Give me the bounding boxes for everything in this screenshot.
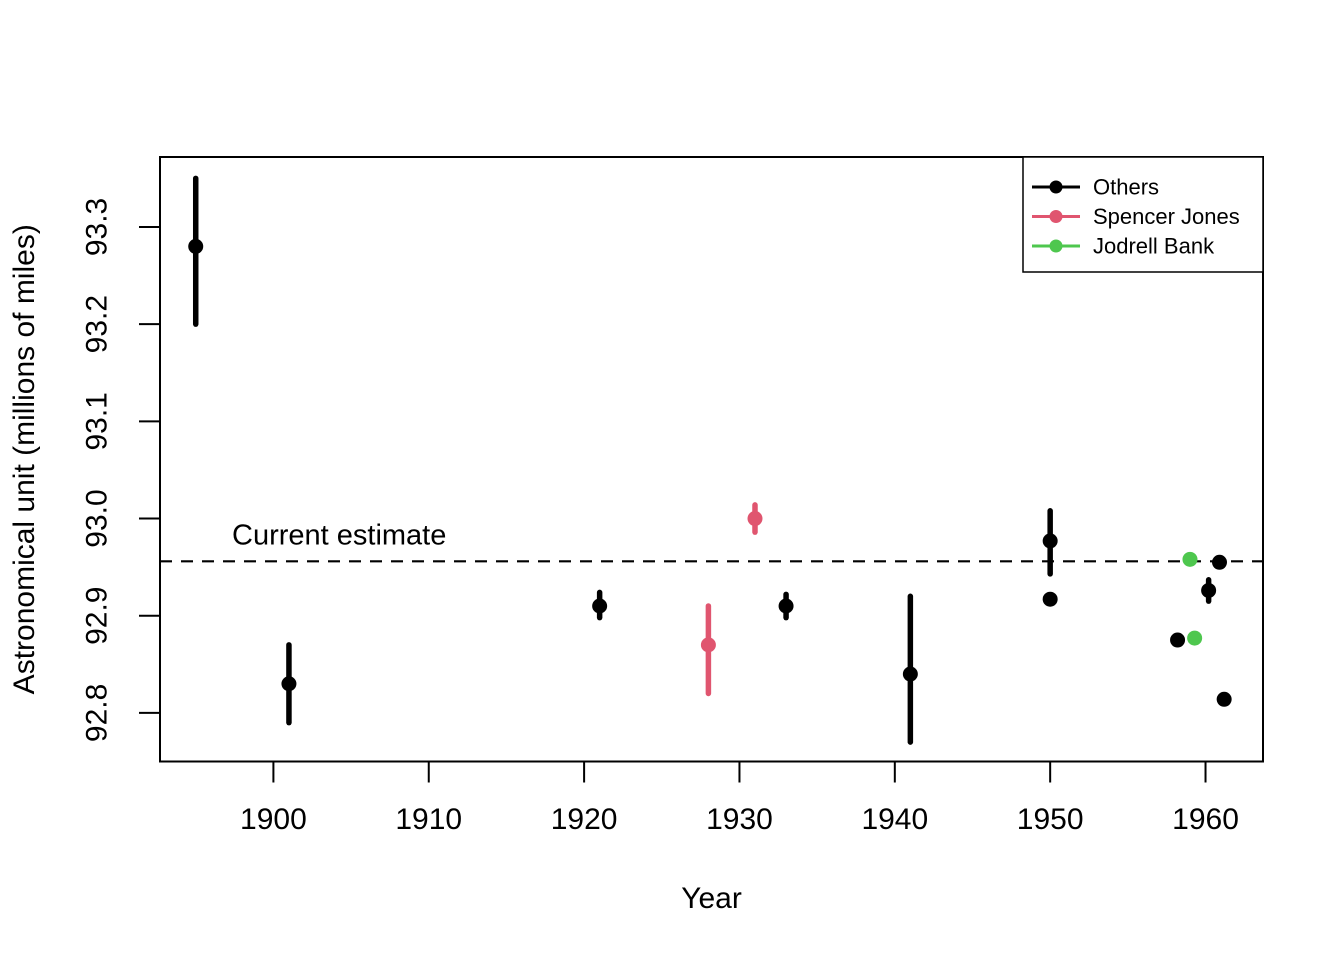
data-point [1170, 632, 1186, 648]
legend-dot [1049, 210, 1063, 223]
data-point [1212, 554, 1228, 570]
data-point [188, 238, 204, 254]
x-tick-label: 1960 [1172, 803, 1239, 836]
y-axis-title: Astronomical unit (millions of miles) [8, 224, 41, 694]
y-tick-label: 93.1 [81, 392, 114, 450]
data-point [1187, 630, 1203, 646]
x-tick-label: 1940 [861, 803, 928, 836]
x-tick-label: 1930 [706, 803, 773, 836]
x-axis-title: Year [681, 882, 742, 915]
y-tick-label: 93.2 [81, 295, 114, 353]
legend-dot [1049, 239, 1063, 253]
legend-box [1022, 156, 1264, 273]
data-point [1216, 691, 1232, 707]
data-point [1182, 551, 1198, 567]
y-tick-label: 92.8 [81, 684, 114, 742]
data-point [1042, 533, 1058, 549]
legend-label: Spencer Jones [1093, 204, 1240, 229]
reference-line-label: Current estimate [232, 519, 446, 551]
y-tick-label: 93.0 [81, 489, 114, 547]
y-tick-label: 93.3 [81, 198, 114, 256]
data-point [592, 598, 608, 614]
y-tick-label: 92.9 [81, 587, 114, 645]
plot-border [159, 156, 1264, 763]
x-tick-label: 1920 [551, 803, 618, 836]
data-point [700, 637, 716, 653]
legend-label: Others [1093, 175, 1159, 200]
data-point [778, 598, 794, 614]
x-tick-label: 1900 [240, 803, 307, 836]
data-point [902, 666, 918, 682]
data-point [281, 676, 297, 692]
data-point [1042, 591, 1058, 607]
data-point [1201, 582, 1217, 598]
x-tick-label: 1950 [1017, 803, 1084, 836]
legend-label: Jodrell Bank [1093, 234, 1215, 259]
data-point [747, 511, 763, 527]
x-tick-label: 1910 [395, 803, 462, 836]
legend-dot [1049, 180, 1063, 194]
